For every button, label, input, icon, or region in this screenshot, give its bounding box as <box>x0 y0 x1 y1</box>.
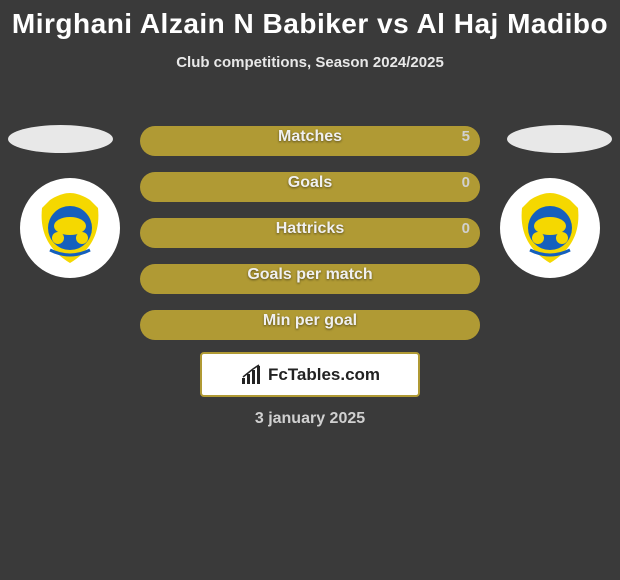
player-head-right <box>507 125 612 153</box>
stats-container: Matches5Goals0Hattricks0Goals per matchM… <box>140 120 480 350</box>
club-emblem-left <box>30 188 110 268</box>
stat-label: Hattricks <box>140 220 480 238</box>
stat-row: Goals0 <box>140 166 480 202</box>
stat-value-right: 0 <box>462 174 470 191</box>
stat-row: Goals per match <box>140 258 480 294</box>
stat-row: Hattricks0 <box>140 212 480 248</box>
stat-label: Goals <box>140 174 480 192</box>
stat-label: Goals per match <box>140 266 480 284</box>
date-text: 3 january 2025 <box>0 410 620 428</box>
stat-value-right: 5 <box>462 128 470 145</box>
club-logo-right <box>500 178 600 278</box>
stat-label: Matches <box>140 128 480 146</box>
brand-text: FcTables.com <box>268 365 380 385</box>
stat-row: Matches5 <box>140 120 480 156</box>
club-emblem-right <box>510 188 590 268</box>
brand-box[interactable]: FcTables.com <box>200 352 420 397</box>
brand-chart-icon <box>240 364 262 386</box>
club-logo-left <box>20 178 120 278</box>
page-title: Mirghani Alzain N Babiker vs Al Haj Madi… <box>0 0 620 40</box>
player-head-left <box>8 125 113 153</box>
stat-label: Min per goal <box>140 312 480 330</box>
stat-value-right: 0 <box>462 220 470 237</box>
stat-row: Min per goal <box>140 304 480 340</box>
subtitle: Club competitions, Season 2024/2025 <box>0 54 620 71</box>
